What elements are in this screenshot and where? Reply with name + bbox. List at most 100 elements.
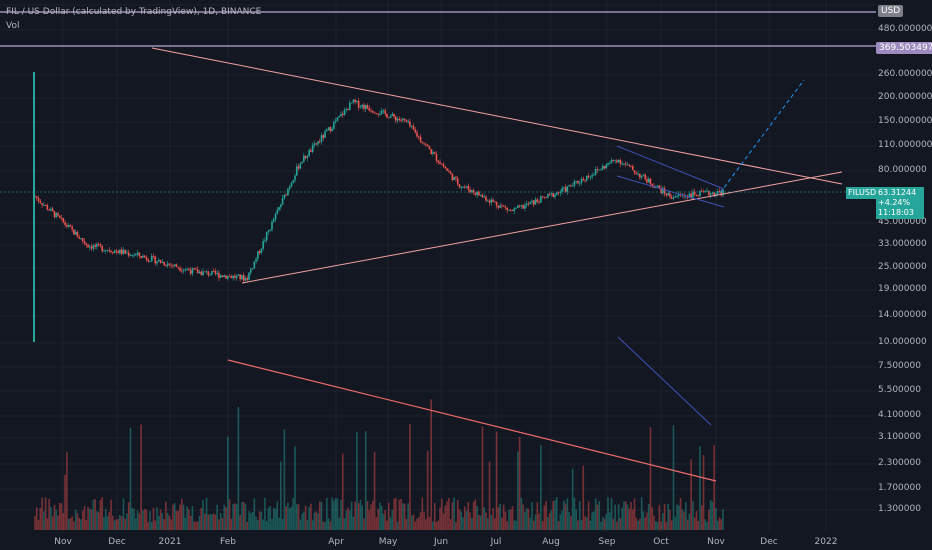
volume-bar xyxy=(225,507,227,530)
volume-bar xyxy=(631,509,634,530)
volume-bar xyxy=(449,519,452,530)
candle-body xyxy=(163,262,165,266)
candle-body xyxy=(395,116,397,121)
volume-bar xyxy=(545,501,547,530)
volume-bar xyxy=(203,513,206,530)
volume-bar xyxy=(117,518,119,530)
candle-body xyxy=(598,169,600,171)
volume-bar xyxy=(425,519,427,530)
candle-body xyxy=(534,199,537,205)
candle-body xyxy=(97,244,100,245)
volume-bar xyxy=(41,497,43,530)
candle-body xyxy=(631,166,634,171)
candle-body xyxy=(225,275,227,279)
volume-bar xyxy=(196,521,199,530)
candle-body xyxy=(711,192,714,195)
volume-bar xyxy=(488,461,491,530)
candle-body xyxy=(315,143,318,145)
candle-body xyxy=(124,249,127,254)
candle-body xyxy=(460,186,463,188)
volume-bar xyxy=(555,497,558,530)
candle-body xyxy=(610,160,613,164)
candle-body xyxy=(76,231,79,238)
volume-bar xyxy=(104,509,107,530)
candle-body xyxy=(269,229,272,231)
candle-body xyxy=(207,271,210,276)
candle-body xyxy=(660,188,662,194)
price-tick-label: 480.000000 xyxy=(878,24,932,34)
candle-body xyxy=(593,174,595,176)
time-tick-label: Dec xyxy=(108,537,126,547)
candle-body xyxy=(607,163,609,165)
candle-body xyxy=(110,250,112,253)
candle-body xyxy=(170,264,172,266)
candle-body xyxy=(154,256,157,264)
volume-bar xyxy=(115,519,118,530)
candle-body xyxy=(375,113,378,115)
currency-button[interactable]: USD xyxy=(878,5,904,17)
candle-body xyxy=(564,187,567,192)
volume-bar xyxy=(686,519,689,530)
volume-bar xyxy=(387,502,390,530)
volume-bar xyxy=(382,513,385,530)
candle-body xyxy=(676,195,678,197)
volume-label[interactable]: Vol xyxy=(6,21,20,31)
volume-bar xyxy=(633,498,636,530)
candle-body xyxy=(280,204,282,208)
volume-bar xyxy=(216,504,218,530)
candle-body xyxy=(244,278,247,281)
volume-bar xyxy=(244,503,247,530)
volume-bar xyxy=(414,521,417,530)
drawings[interactable] xyxy=(151,47,843,482)
volume-bar xyxy=(580,519,583,530)
volume-bar xyxy=(246,521,249,530)
candle-body xyxy=(644,174,646,180)
candle-body xyxy=(338,115,341,118)
volume-bar xyxy=(587,501,590,530)
candle-body xyxy=(483,196,486,198)
volume-bar xyxy=(416,518,418,530)
candle-body xyxy=(142,255,144,258)
volume-bar xyxy=(278,517,280,530)
time-tick-label: 2021 xyxy=(158,537,182,547)
volume-bar xyxy=(136,510,139,530)
volume-bar xyxy=(193,521,195,530)
candle-body xyxy=(389,116,392,118)
price-tick-label: 3.100000 xyxy=(878,432,921,442)
candle-body xyxy=(322,135,325,138)
candle-body xyxy=(435,153,438,161)
candle-body xyxy=(524,205,526,209)
volume-bar xyxy=(106,516,109,530)
candle-body xyxy=(455,176,457,179)
candle-body xyxy=(214,270,217,274)
candle-body xyxy=(235,275,238,278)
volume-bar xyxy=(492,508,494,530)
price-tick-label: 4.100000 xyxy=(878,410,921,420)
time-tick-label: Jun xyxy=(433,537,449,547)
volume-bar xyxy=(554,500,556,530)
volume-bar xyxy=(74,509,77,530)
volume-bar xyxy=(149,511,151,530)
candle-body xyxy=(172,265,174,267)
volume-bar xyxy=(481,426,484,530)
candle-body xyxy=(398,118,401,120)
volume-bar xyxy=(552,501,555,530)
candle-body xyxy=(306,156,309,159)
volume-bar xyxy=(39,507,42,530)
volume-bar xyxy=(711,501,714,530)
candle-body xyxy=(136,252,139,255)
bar-countdown: 11:18:03 xyxy=(878,208,914,217)
volume-bar xyxy=(313,512,316,530)
volume-bar xyxy=(126,513,128,530)
volume-bar xyxy=(511,506,514,530)
volume-bar xyxy=(463,506,466,530)
candle-body xyxy=(614,160,616,162)
symbol-title[interactable]: FIL / US Dollar (calculated by TradingVi… xyxy=(6,7,262,17)
candle-body xyxy=(92,245,95,249)
candle-body xyxy=(311,145,314,152)
candle-body xyxy=(62,217,65,223)
volume-bar xyxy=(112,515,114,530)
symbol-price-label: FILUSD xyxy=(846,187,879,199)
volume-bar xyxy=(43,511,45,530)
